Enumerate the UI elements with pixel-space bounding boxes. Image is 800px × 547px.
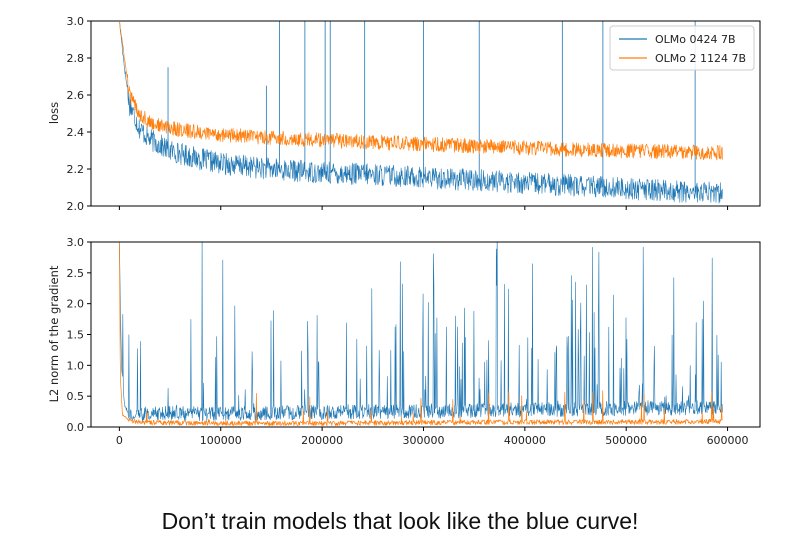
x-tick-label: 100000	[200, 434, 242, 447]
y-tick-label: 3.0	[67, 15, 85, 28]
loss-plot: 2.0 2.2 2.4 2.6 2.8 3.0 loss OLMo 0424 7B OLM…	[47, 15, 761, 213]
y-tick-label: 0.5	[67, 390, 85, 403]
y-tick-label: 2.4	[67, 126, 85, 139]
figure: 2.0 2.2 2.4 2.6 2.8 3.0 loss OLMo 0424 7B OLM…	[47, 15, 761, 447]
x-tick-label: 200000	[301, 434, 343, 447]
loss-y-axis-label: loss	[47, 102, 61, 124]
x-tick-label: 300000	[402, 434, 444, 447]
y-tick-label: 2.0	[67, 298, 85, 311]
caption: Don’t train models that look like the bl…	[161, 508, 639, 534]
x-tick-label: 0	[116, 434, 123, 447]
legend: OLMo 0424 7B OLMo 2 1124 7B	[609, 25, 755, 71]
y-tick-label: 2.5	[67, 267, 85, 280]
y-tick-label: 2.6	[67, 89, 85, 102]
loss-series-olmo-0424	[119, 22, 723, 204]
legend-label-olmo-2: OLMo 2 1124 7B	[655, 52, 746, 65]
y-tick-label: 2.8	[67, 52, 85, 65]
gradient-series-olmo-0424	[119, 242, 723, 422]
y-tick-label: 1.5	[67, 329, 85, 342]
gradient-y-axis-label: L2 norm of the gradient	[47, 265, 61, 402]
y-tick-label: 2.2	[67, 163, 85, 176]
y-tick-label: 3.0	[67, 236, 85, 249]
y-tick-label: 1.0	[67, 359, 85, 372]
y-tick-label: 2.0	[67, 200, 85, 213]
legend-label-olmo-0424: OLMo 0424 7B	[655, 33, 736, 46]
x-tick-label: 400000	[504, 434, 546, 447]
x-tick-label: 500000	[605, 434, 647, 447]
gradient-norm-plot: 0.0 0.5 1.0 1.5 2.0 2.5 3.0 0 100000 200000 30000…	[47, 236, 761, 447]
legend-box	[609, 25, 755, 71]
y-tick-label: 0.0	[67, 421, 85, 434]
loss-series-olmo-2	[119, 22, 723, 161]
loss-axes-frame	[90, 20, 761, 207]
x-tick-label: 600000	[707, 434, 749, 447]
gradient-series-olmo-2	[119, 242, 723, 427]
